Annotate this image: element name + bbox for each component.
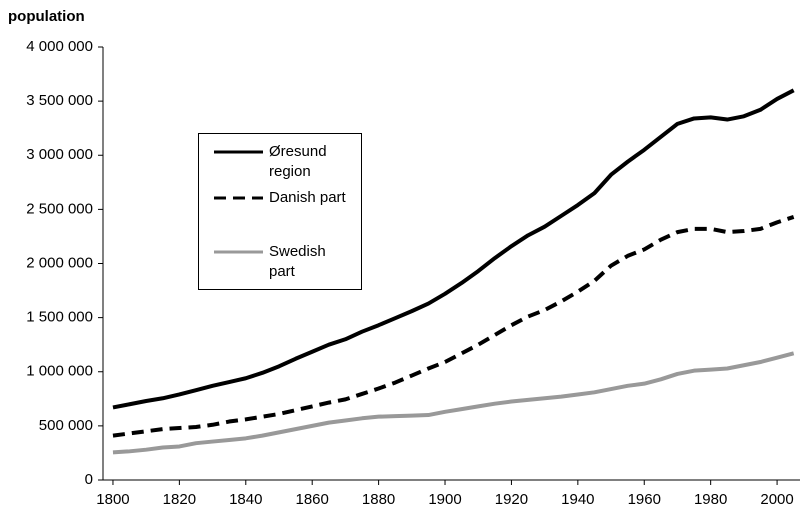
legend-label: Swedish part: [269, 243, 326, 280]
series-line: [112, 88, 795, 410]
x-tick-label: 1960: [628, 491, 661, 508]
y-tick-label: 1 500 000: [26, 309, 93, 326]
legend-label: Danish part: [269, 189, 346, 206]
series-line: [112, 351, 795, 455]
series-line: [112, 215, 795, 438]
x-tick-label: 1980: [694, 491, 727, 508]
legend-label: Øresund region: [269, 143, 327, 180]
x-tick-label: 1820: [163, 491, 196, 508]
y-tick-label: 2 500 000: [26, 200, 93, 217]
x-tick-label: 1860: [296, 491, 329, 508]
x-tick-label: 1920: [495, 491, 528, 508]
x-tick-label: 1800: [96, 491, 129, 508]
x-tick-label: 2000: [760, 491, 793, 508]
x-tick-label: 1940: [561, 491, 594, 508]
legend-samples: [214, 150, 263, 254]
x-tick-label: 1900: [428, 491, 461, 508]
y-tick-label: 3 000 000: [26, 146, 93, 163]
legend: Øresund region Danish part Swedish part: [198, 133, 362, 290]
y-tick-label: 500 000: [39, 417, 93, 434]
x-tick-label: 1840: [229, 491, 262, 508]
y-tick-label: 1 000 000: [26, 363, 93, 380]
y-tick-label: 0: [85, 471, 93, 488]
y-tick-label: 4 000 000: [26, 38, 93, 55]
y-axis-label: population: [8, 8, 85, 25]
x-tick-label: 1880: [362, 491, 395, 508]
y-tick-label: 3 500 000: [26, 92, 93, 109]
y-tick-label: 2 000 000: [26, 254, 93, 271]
